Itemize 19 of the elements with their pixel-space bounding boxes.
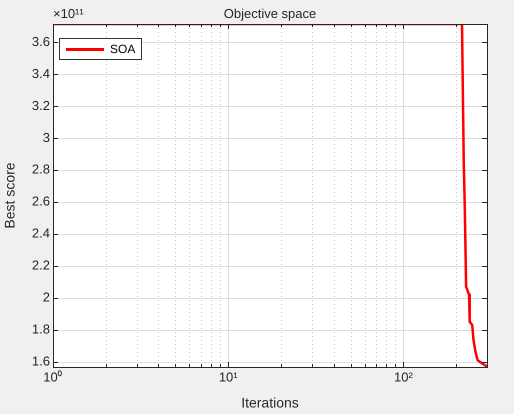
y-tick-label: 1.8 [32,321,50,336]
chart-title: Objective space [224,6,316,22]
x-tick-label: 10⁰ [43,369,63,384]
y-tick-label: 1.6 [32,353,50,368]
y-tick-label: 3 [42,130,50,145]
legend-label: SOA [110,42,136,56]
y-tick-label: 2.2 [32,258,50,272]
x-tick-label: 10² [394,369,414,384]
text: ×10¹¹ [53,6,84,22]
y-tick-label: 2.4 [32,226,50,241]
y-tick-label: 3.4 [32,66,50,81]
y-tick-label: 3.6 [32,34,50,49]
y-tick-label: 2.6 [32,194,50,209]
x-tick-label: 10¹ [218,369,238,384]
x-axis-title: Iterations [241,394,299,410]
y-tick-label: 2.8 [32,162,50,177]
y-tick-label: 2 [42,289,50,304]
y-axis-title: Best score [1,162,18,229]
y-tick-label: 3.2 [32,98,50,113]
